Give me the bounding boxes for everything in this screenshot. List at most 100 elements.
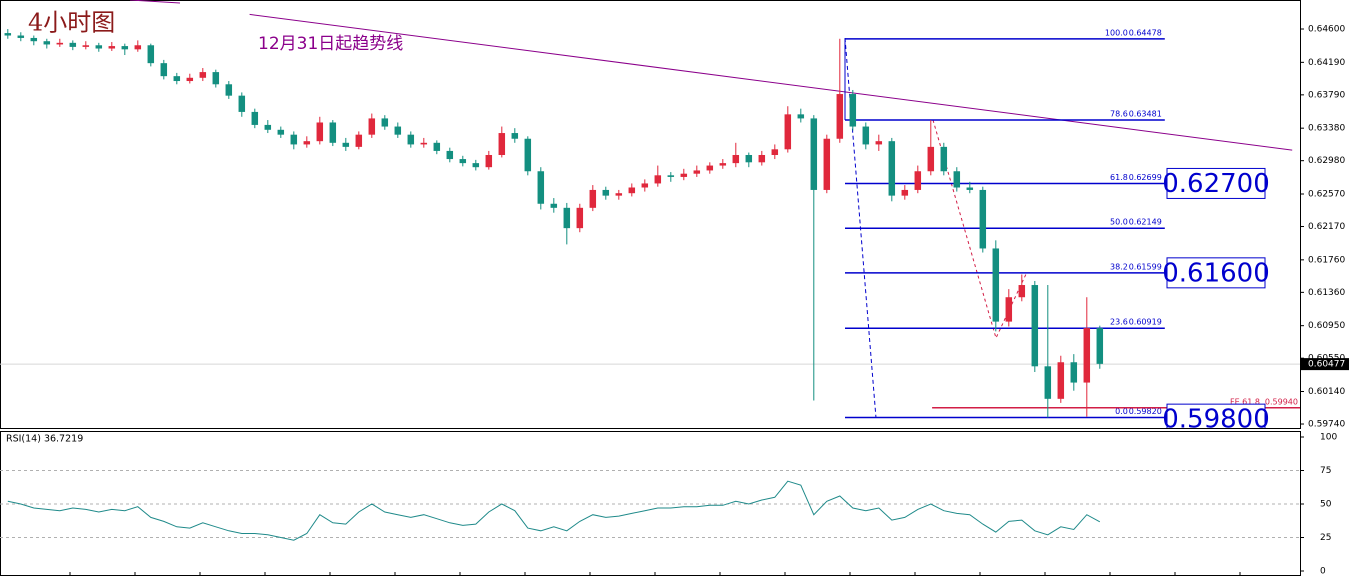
candle-body [706, 165, 714, 171]
candle-body [290, 134, 298, 145]
candle-body [667, 175, 675, 177]
candle-body [784, 114, 792, 150]
candle-body [147, 45, 155, 64]
candle-body [563, 207, 571, 229]
candle-body [888, 141, 896, 196]
candle-body [277, 129, 285, 135]
candle-body [498, 133, 506, 155]
candle-body [862, 126, 870, 145]
rsi-title: RSI(14) 36.7219 [6, 434, 83, 445]
candle-body [1057, 362, 1065, 399]
fib-price: 0.61599 [1129, 262, 1162, 271]
y-tick-label: 0 [1320, 567, 1326, 577]
candle-body [108, 46, 116, 49]
fe-label: FE 61.8 [1230, 397, 1260, 406]
fib-price: 0.60919 [1129, 318, 1162, 327]
candle-body [342, 142, 350, 147]
y-tick-label: 0.60140 [1308, 387, 1345, 397]
y-tick-label: 50 [1320, 500, 1332, 510]
candle-body [680, 173, 688, 177]
candle-body [212, 72, 220, 85]
candle-body [836, 94, 844, 139]
candle-body [966, 187, 974, 190]
fib-ratio: 50.0 [1110, 218, 1128, 227]
y-tick-label: 0.62980 [1308, 156, 1345, 166]
candle-body [1031, 285, 1039, 367]
candle-body [771, 149, 779, 155]
candle-body [82, 45, 90, 47]
candle-body [1096, 328, 1104, 364]
y-tick-label: 0.63790 [1308, 90, 1345, 100]
y-tick-label: 0.59740 [1308, 420, 1345, 430]
trend-fragment [129, 0, 181, 4]
candle-body [381, 118, 389, 127]
trendline [249, 13, 1293, 151]
candle-body [511, 133, 519, 139]
candle-body [30, 37, 38, 42]
candle-body [186, 77, 194, 82]
trendline-label: 12月31日起趋势线 [258, 34, 403, 54]
fib-price: 0.64478 [1129, 28, 1162, 37]
y-tick-label: 0.64190 [1308, 58, 1345, 68]
candle-body [121, 46, 129, 50]
fe-price: 0.59940 [1265, 397, 1298, 406]
y-tick-label: 0.61360 [1308, 288, 1345, 298]
candle-body [654, 175, 662, 184]
candle-body [758, 154, 766, 163]
candle-body [43, 41, 51, 45]
target-label: 0.59800 [1162, 405, 1270, 435]
candle-body [199, 72, 207, 78]
candle-body [693, 170, 701, 174]
fib-ratio: 100.0 [1105, 28, 1128, 37]
candle-body [1005, 297, 1013, 322]
y-tick-label: 25 [1320, 533, 1331, 543]
target-label: 0.62700 [1162, 169, 1270, 199]
candle-body [251, 111, 259, 125]
candle-body [1018, 285, 1026, 298]
candle-body [550, 203, 558, 208]
y-tick-label: 0.62170 [1308, 222, 1345, 232]
candle-body [17, 35, 25, 38]
candle-body [485, 154, 493, 168]
candle-body [225, 84, 233, 96]
candle-body [316, 122, 324, 142]
candle-body [979, 189, 987, 249]
candle-body [95, 45, 103, 49]
candle-body [56, 42, 64, 45]
fib-ratio: 23.6 [1110, 318, 1128, 327]
candle-body [615, 193, 623, 196]
candle-body [797, 114, 805, 119]
chart-title: 4小时图 [28, 9, 115, 37]
candle-body [355, 134, 363, 147]
candle-body [407, 134, 415, 145]
candle-body [1070, 362, 1078, 383]
candle-body [992, 248, 1000, 322]
candle-body [940, 146, 948, 172]
y-tick-label: 100 [1320, 433, 1337, 443]
target-box [1166, 167, 1266, 199]
fib-ratio: 78.6 [1110, 109, 1128, 118]
candle-body [849, 94, 857, 127]
candle-body [524, 138, 532, 172]
y-tick-label: 0.60950 [1308, 321, 1345, 331]
fib-ratio: 61.8 [1110, 173, 1128, 182]
y-tick-label: 0.61760 [1308, 255, 1345, 265]
y-tick-label: 75 [1320, 466, 1331, 476]
candle-body [173, 76, 181, 82]
candle-body [576, 207, 584, 229]
last-price-label: 0.60477 [1308, 360, 1345, 370]
candle-body [420, 142, 428, 145]
candle-body [134, 45, 142, 50]
candle-body [901, 189, 909, 196]
fib-ratio: 0.0 [1115, 407, 1128, 416]
fib-price: 0.63481 [1129, 109, 1162, 118]
candle-body [1083, 328, 1091, 383]
candle-body [953, 171, 961, 188]
target-box [1166, 257, 1266, 289]
candle-body [641, 183, 649, 188]
candle-body [823, 138, 831, 190]
candle-body [238, 95, 246, 112]
fib-price: 0.62149 [1129, 218, 1162, 227]
y-tick-label: 0.62570 [1308, 190, 1345, 200]
